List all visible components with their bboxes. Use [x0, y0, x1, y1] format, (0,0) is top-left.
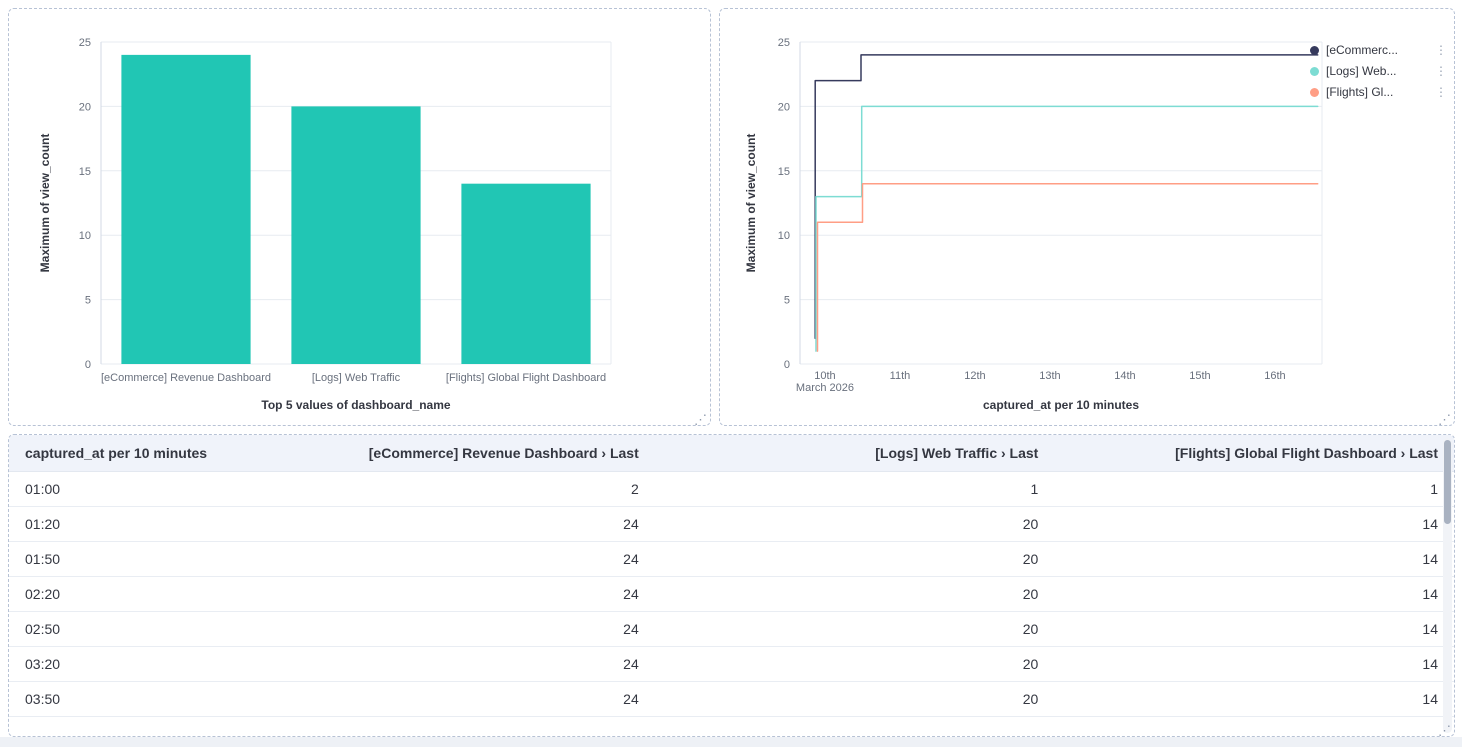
cell-value: 14	[1054, 611, 1454, 647]
bar-0[interactable]	[121, 54, 251, 364]
svg-text:5: 5	[85, 295, 91, 307]
bar-chart[interactable]: 0 5 10 15 20 25 [eCommerce] Revenue Dashboard […	[11, 12, 706, 422]
svg-text:5: 5	[784, 295, 790, 307]
canvas-bottom-strip	[0, 737, 1462, 747]
table-row: 01:20 24 20 14	[9, 506, 1454, 542]
table-row: 02:20 24 20 14	[9, 576, 1454, 612]
legend-color-dot	[1310, 45, 1319, 55]
line-series-2[interactable]	[816, 182, 1319, 352]
resize-handle-icon[interactable]: ⋰	[1438, 723, 1451, 737]
legend-item-2[interactable]: [Flights] Gl... ⋮	[1310, 85, 1448, 99]
cell-value: 20	[654, 646, 1055, 682]
svg-text:10: 10	[778, 230, 790, 242]
svg-text:captured_at per 10 minutes: captured_at per 10 minutes	[983, 398, 1139, 412]
cell-value: 20	[654, 681, 1055, 717]
legend-actions-icon[interactable]: ⋮	[1435, 43, 1447, 57]
cell-value: 2	[255, 471, 655, 507]
cell-value: 20	[654, 541, 1055, 577]
panel-data-table: captured_at per 10 minutes [eCommerce] Re…	[8, 434, 1455, 737]
svg-text:16th: 16th	[1264, 370, 1285, 382]
svg-text:[Logs] Web Traffic: [Logs] Web Traffic	[312, 372, 401, 384]
svg-text:15th: 15th	[1189, 370, 1210, 382]
cell-time: 03:20	[9, 646, 256, 682]
svg-text:10th: 10th	[814, 370, 835, 382]
cell-time: 01:50	[9, 541, 256, 577]
svg-text:Maximum of view_count: Maximum of view_count	[744, 134, 758, 273]
line-series-0[interactable]	[814, 54, 1319, 339]
table-column-header-1[interactable]: [eCommerce] Revenue Dashboard › Last	[255, 435, 655, 472]
legend-color-dot	[1310, 66, 1319, 76]
legend-color-dot	[1310, 87, 1319, 97]
svg-text:14th: 14th	[1114, 370, 1135, 382]
svg-text:Maximum of view_count: Maximum of view_count	[38, 134, 52, 273]
cell-value: 24	[255, 506, 655, 542]
svg-text:11th: 11th	[890, 370, 911, 382]
data-table: captured_at per 10 minutes [eCommerce] Re…	[9, 435, 1454, 717]
cell-time: 01:20	[9, 506, 256, 542]
cell-value: 1	[654, 471, 1055, 507]
cell-value: 24	[255, 681, 655, 717]
svg-text:[eCommerce] Revenue Dashboard: [eCommerce] Revenue Dashboard	[101, 372, 271, 384]
legend-label: [Logs] Web...	[1326, 64, 1397, 78]
table-scrollbar-thumb[interactable]	[1444, 440, 1451, 524]
cell-value: 24	[255, 541, 655, 577]
cell-value: 24	[255, 576, 655, 612]
legend-label: [Flights] Gl...	[1326, 85, 1394, 99]
table-row: 03:20 24 20 14	[9, 646, 1454, 682]
cell-time: 02:50	[9, 611, 256, 647]
cell-value: 24	[255, 611, 655, 647]
bar-2[interactable]	[461, 183, 591, 364]
chart-legend: [eCommerc... ⋮ [Logs] Web... ⋮ [Flights] Gl.…	[1310, 43, 1448, 99]
legend-actions-icon[interactable]: ⋮	[1435, 64, 1447, 78]
svg-text:15: 15	[778, 166, 790, 178]
cell-time: 01:00	[9, 471, 256, 507]
table-scrollbar-track[interactable]	[1443, 438, 1452, 733]
svg-text:[Flights] Global Flight Dashbo: [Flights] Global Flight Dashboard	[446, 372, 606, 384]
resize-handle-icon[interactable]: ⋰	[694, 412, 707, 426]
table-column-header-0[interactable]: captured_at per 10 minutes	[9, 435, 256, 472]
svg-text:20: 20	[778, 101, 790, 113]
table-row: 01:50 24 20 14	[9, 541, 1454, 577]
svg-text:20: 20	[79, 101, 91, 113]
panel-bar-chart: 0 5 10 15 20 25 [eCommerce] Revenue Dashboard […	[8, 8, 711, 426]
bar-1[interactable]	[291, 106, 421, 365]
svg-text:0: 0	[85, 359, 91, 371]
cell-value: 14	[1054, 681, 1454, 717]
cell-time: 02:20	[9, 576, 256, 612]
table-row: 03:50 24 20 14	[9, 681, 1454, 717]
table-column-header-2[interactable]: [Logs] Web Traffic › Last	[654, 435, 1055, 472]
cell-value: 24	[255, 646, 655, 682]
cell-value: 14	[1054, 576, 1454, 612]
svg-text:Top 5 values of dashboard_name: Top 5 values of dashboard_name	[261, 398, 450, 412]
cell-value: 20	[654, 576, 1055, 612]
svg-text:15: 15	[79, 166, 91, 178]
table-column-header-3[interactable]: [Flights] Global Flight Dashboard › Last	[1054, 435, 1454, 472]
cell-value: 1	[1054, 471, 1454, 507]
cell-time: 03:50	[9, 681, 256, 717]
table-header-row: captured_at per 10 minutes [eCommerce] Re…	[9, 435, 1454, 472]
svg-text:March 2026: March 2026	[796, 382, 854, 394]
svg-text:0: 0	[784, 359, 790, 371]
table-row: 02:50 24 20 14	[9, 611, 1454, 647]
cell-value: 14	[1054, 646, 1454, 682]
cell-value: 20	[654, 611, 1055, 647]
svg-text:12th: 12th	[964, 370, 985, 382]
svg-text:10: 10	[79, 230, 91, 242]
cell-value: 20	[654, 506, 1055, 542]
svg-text:25: 25	[778, 37, 790, 49]
table-row: 01:00 2 1 1	[9, 471, 1454, 507]
line-series-1[interactable]	[815, 105, 1319, 352]
cell-value: 14	[1054, 541, 1454, 577]
legend-label: [eCommerc...	[1326, 43, 1399, 57]
resize-handle-icon[interactable]: ⋰	[1438, 412, 1451, 426]
legend-item-0[interactable]: [eCommerc... ⋮	[1310, 43, 1448, 57]
svg-text:25: 25	[79, 37, 91, 49]
legend-item-1[interactable]: [Logs] Web... ⋮	[1310, 64, 1448, 78]
panel-line-chart: 0 5 10 15 20 25 10th March 2026 11th 12th 13th 14th…	[719, 8, 1455, 426]
svg-text:13th: 13th	[1039, 370, 1060, 382]
legend-actions-icon[interactable]: ⋮	[1435, 85, 1447, 99]
cell-value: 14	[1054, 506, 1454, 542]
